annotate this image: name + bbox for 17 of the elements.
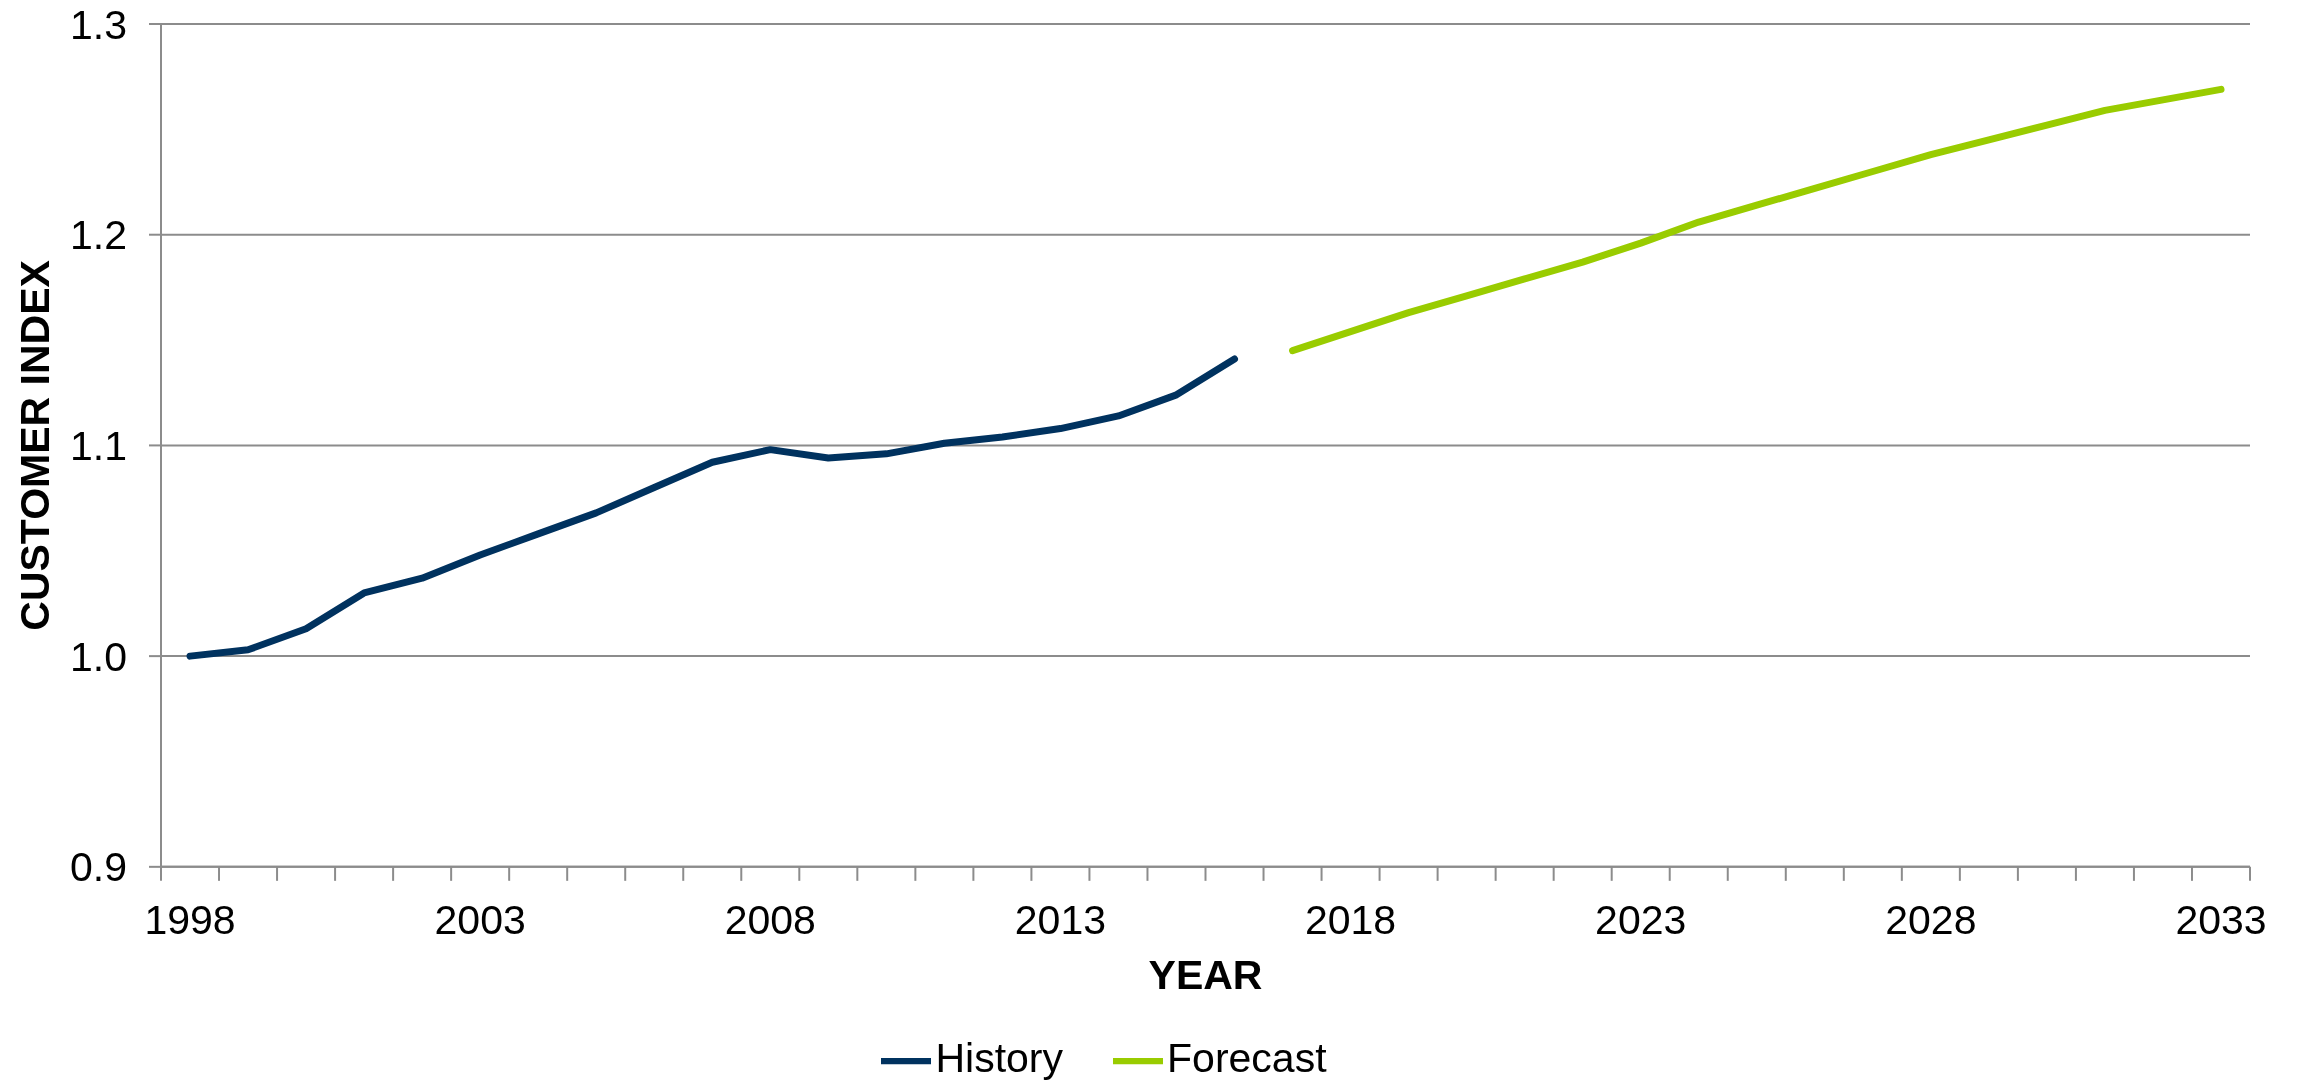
x-tick-label: 2008	[724, 896, 816, 943]
x-tick-label: 2018	[1304, 896, 1397, 943]
x-tick-label: 1998	[144, 896, 236, 943]
y-tick-label: 0.9	[70, 844, 127, 891]
y-axis-title: CUSTOMER INDEX	[12, 260, 58, 631]
x-tick-label: 2028	[1885, 896, 1977, 943]
y-tick-label: 1.2	[70, 212, 127, 259]
legend-label: History	[935, 1034, 1064, 1081]
y-tick-label: 1.0	[70, 633, 127, 680]
x-tick-label: 2003	[434, 896, 526, 943]
x-axis-title: YEAR	[1148, 951, 1263, 998]
x-tick-label: 2033	[2175, 896, 2267, 943]
y-tick-label: 1.3	[70, 1, 127, 48]
legend-label: Forecast	[1167, 1034, 1327, 1081]
x-tick-label: 2023	[1595, 896, 1687, 943]
x-tick-label: 2013	[1014, 896, 1107, 943]
y-tick-label: 1.1	[70, 422, 127, 469]
